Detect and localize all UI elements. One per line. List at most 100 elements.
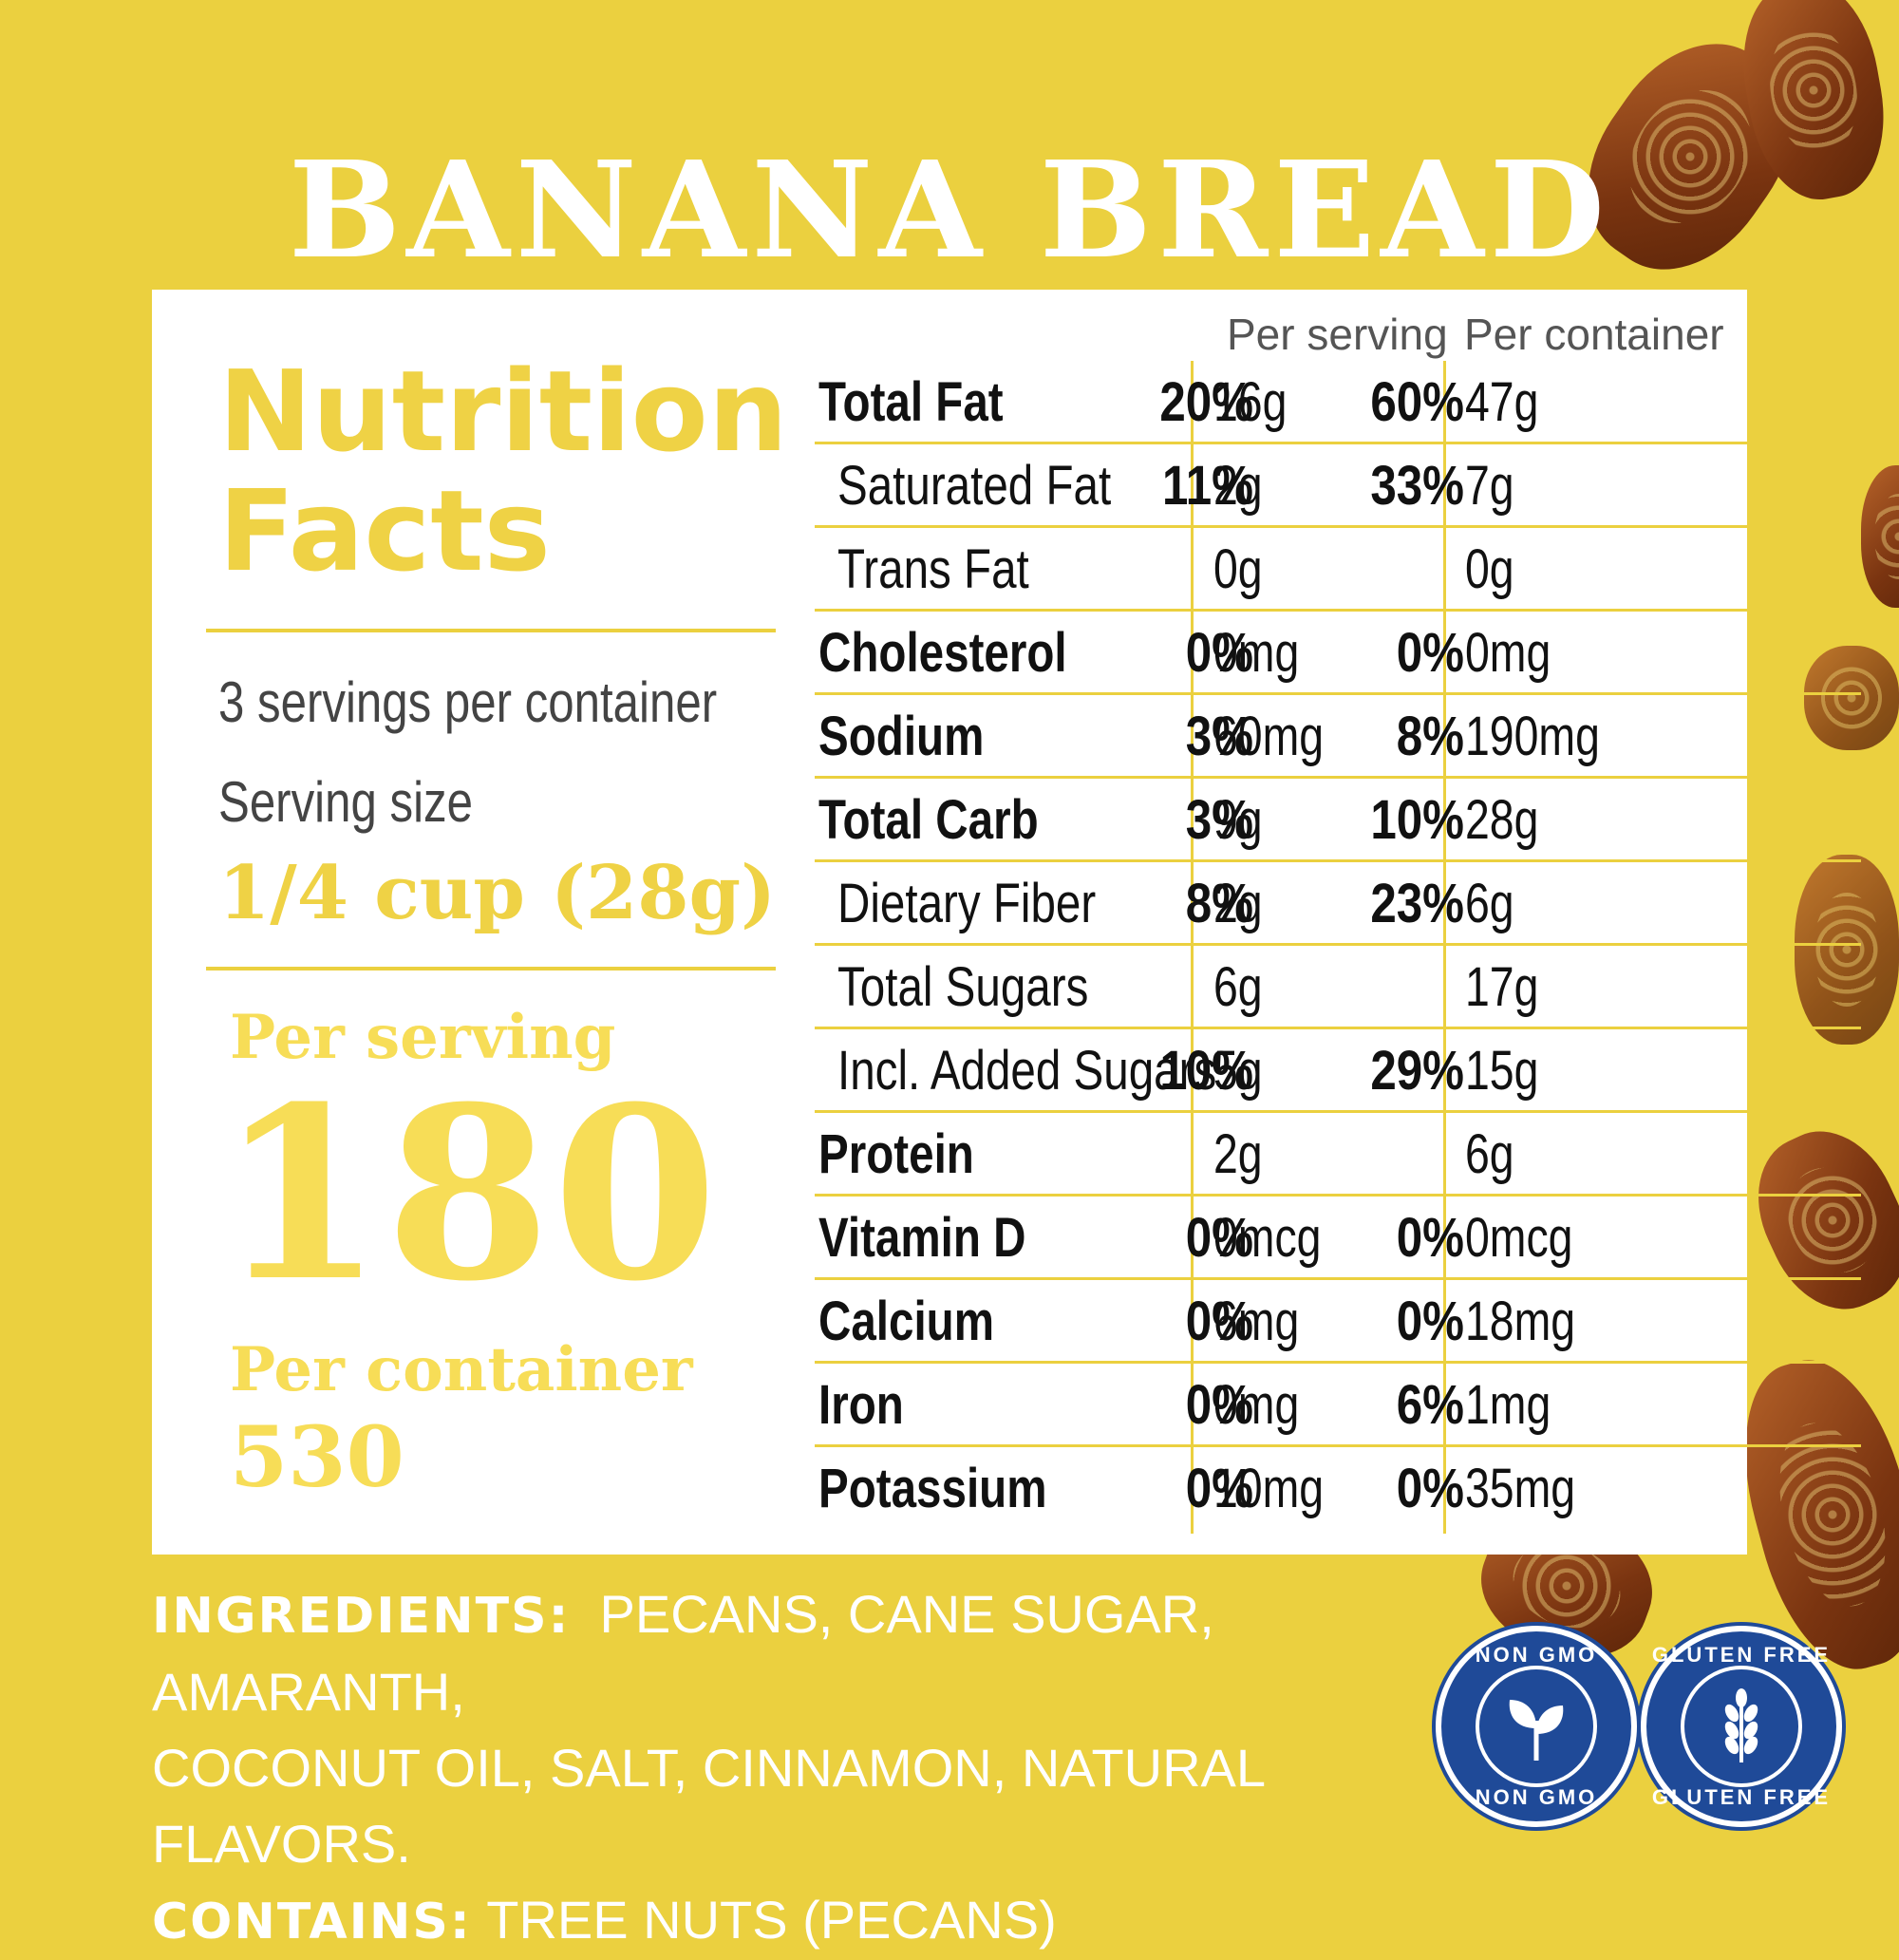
non-gmo-badge: NON GMO NON GMO [1436,1626,1637,1827]
per-container-amount: 0mg [1465,622,1551,684]
ingredients-text-line1: PECANS, CANE SUGAR, AMARANTH, [152,1584,1214,1722]
per-serving-amount: 0mcg [1213,1207,1322,1269]
per-serving-dv: 20% [1159,371,1253,433]
nutrient-label: Sodium [818,706,985,767]
per-serving-dv: 11% [1162,455,1253,517]
gluten-free-text-top: GLUTEN FREE [1651,1643,1832,1667]
per-container-amount: 7g [1465,455,1514,517]
column-header-per-serving: Per serving [1227,310,1448,359]
nutrient-label: Vitamin D [818,1207,1026,1269]
per-serving-dv [1156,946,1253,1029]
gluten-free-text-bottom: GLUTEN FREE [1651,1785,1832,1809]
per-serving-amount: 5g [1213,1040,1263,1102]
ingredients-block: INGREDIENTS: PECANS, CANE SUGAR, AMARANT… [152,1576,1386,1960]
contains-text: TREE NUTS (PECANS) [486,1890,1057,1950]
per-serving-dv [1156,1113,1253,1197]
row-divider [815,1194,1861,1197]
contains-label: CONTAINS: [152,1894,472,1951]
per-container-dv [1367,946,1464,1029]
divider [206,967,776,971]
ingredients-text-line2: COCONUT OIL, SALT, CINNAMON, NATURAL FLA… [152,1738,1264,1874]
row-divider [815,1444,1861,1447]
pecan-cluster-right-2 [1804,646,1899,750]
column-divider [1191,361,1194,1534]
table-row: Saturated Fat 2g 11% 7g 33% [815,444,1861,528]
product-title: BANANA BREAD [288,133,1611,289]
nutrition-panel: Nutrition Facts 3 servings per container… [152,290,1861,1555]
per-container-amount: 0mcg [1465,1207,1573,1269]
per-container-dv: 8% [1396,706,1464,767]
heading-line-2: Facts [218,465,551,596]
gluten-free-badge: GLUTEN FREE GLUTEN FREE [1641,1626,1842,1827]
per-serving-amount: 0g [1213,538,1263,600]
nutrient-label: Total Sugars [837,956,1089,1018]
per-serving-dv [1156,528,1253,612]
per-serving-amount: 16g [1213,371,1288,433]
per-serving-amount: 6mg [1213,1291,1300,1352]
serving-size-value: 1/4 cup (28g) [218,850,776,936]
servings-per-container: 3 servings per container [218,670,718,734]
row-divider [815,859,1861,862]
per-container-dv: 6% [1396,1374,1464,1436]
calories-per-serving: 180 [218,1054,720,1333]
nutrient-label: Potassium [818,1458,1047,1519]
row-divider [815,692,1861,695]
per-container-amount: 18mg [1465,1291,1576,1352]
per-serving-amount: 0mg [1213,622,1300,684]
per-container-dv: 29% [1370,1040,1464,1102]
non-gmo-text-bottom: NON GMO [1475,1785,1598,1809]
per-serving-amount: 2g [1213,455,1263,517]
non-gmo-text-top: NON GMO [1475,1643,1598,1667]
calories-per-serving-label: Per serving [230,1002,616,1073]
row-divider [815,609,1861,612]
table-row: Total Sugars 6g 17g [815,946,1861,1029]
row-divider [815,1027,1861,1029]
table-row: Potassium 10mg 0% 35mg 0% [815,1447,1861,1531]
per-container-dv: 0% [1396,1291,1464,1352]
table-row: Iron 0mg 0% 1mg 6% [815,1364,1861,1447]
per-container-amount: 28g [1465,789,1539,851]
table-row: Incl. Added Sugars 5g 10% 15g 29% [815,1029,1861,1113]
per-container-dv: 0% [1396,1207,1464,1269]
row-divider [815,776,1861,779]
per-container-amount: 190mg [1465,706,1600,767]
nutrient-label: Total Carb [818,789,1039,851]
per-serving-amount: 10mg [1213,1458,1325,1519]
per-serving-dv: 0% [1185,622,1253,684]
per-serving-dv: 10% [1159,1040,1253,1102]
row-divider [815,1361,1861,1364]
per-serving-amount: 60mg [1213,706,1325,767]
per-container-dv: 33% [1370,455,1464,517]
pecan-cluster-right-3 [1795,855,1899,1045]
per-container-amount: 17g [1465,956,1539,1018]
calories-per-container: 530 [230,1407,404,1506]
per-container-amount: 6g [1465,873,1514,934]
per-serving-amount: 9g [1213,789,1263,851]
per-serving-dv: 0% [1185,1458,1253,1519]
nutrition-facts-heading: Nutrition Facts [218,351,788,591]
nutrient-label: Calcium [818,1291,995,1352]
per-container-dv: 0% [1396,1458,1464,1519]
row-divider [815,1110,1861,1113]
nutrient-label: Total Fat [818,371,1004,433]
per-container-dv: 23% [1370,873,1464,934]
table-row: Dietary Fiber 2g 8% 6g 23% [815,862,1861,946]
table-row: Trans Fat 0g 0g [815,528,1861,612]
column-header-per-container: Per container [1464,310,1724,359]
per-container-amount: 35mg [1465,1458,1576,1519]
per-container-dv: 60% [1370,371,1464,433]
per-container-dv [1367,1113,1464,1197]
ingredients-label: INGREDIENTS: [152,1588,571,1645]
per-serving-amount: 2g [1213,1123,1263,1185]
table-row: Vitamin D 0mcg 0% 0mcg 0% [815,1197,1861,1280]
nutrient-label: Protein [818,1123,974,1185]
nutrient-label: Iron [818,1374,904,1436]
nutrient-label: Incl. Added Sugars [837,1040,1217,1102]
table-row: Total Carb 9g 3% 28g 10% [815,779,1861,862]
per-container-amount: 6g [1465,1123,1514,1185]
per-serving-amount: 6g [1213,956,1263,1018]
table-row: Total Fat 16g 20% 47g 60% [815,361,1861,444]
pecan-image-right-1 [1861,465,1899,608]
per-container-amount: 0g [1465,538,1514,600]
per-serving-amount: 0mg [1213,1374,1300,1436]
